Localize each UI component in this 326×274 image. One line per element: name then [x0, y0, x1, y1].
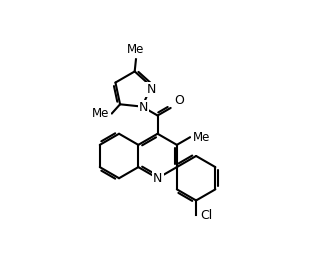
Text: O: O	[174, 94, 184, 107]
Text: Cl: Cl	[200, 209, 213, 222]
Text: Me: Me	[92, 107, 110, 120]
Text: Me: Me	[193, 131, 210, 144]
Text: Me: Me	[127, 43, 145, 56]
Text: N: N	[146, 83, 156, 96]
Text: N: N	[139, 101, 148, 115]
Text: N: N	[153, 172, 162, 185]
